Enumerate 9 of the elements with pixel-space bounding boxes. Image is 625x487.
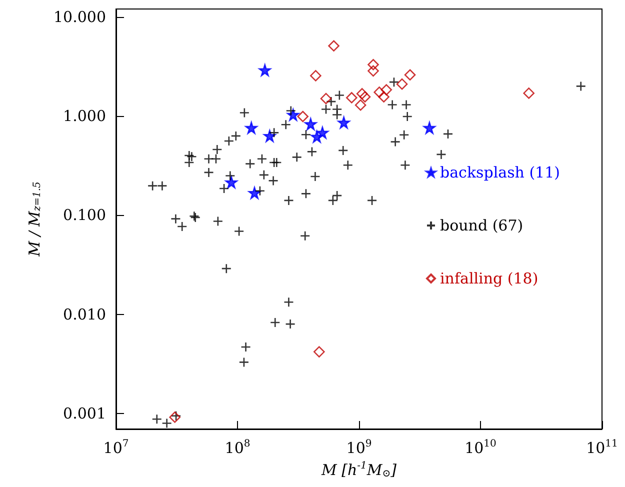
y-tick-label: 10.000 (54, 8, 106, 26)
y-axis-title: M / Mz=1.5 (26, 182, 44, 258)
y-tick-label: 0.001 (63, 404, 106, 423)
y-tick-label: 0.100 (63, 206, 106, 224)
legend-label: infalling (18) (440, 270, 538, 288)
y-tick-label: 1.000 (63, 107, 106, 126)
legend-label: bound (67) (440, 216, 524, 234)
legend-label: backsplash (11) (440, 164, 560, 182)
y-tick-label: 0.010 (63, 305, 106, 324)
